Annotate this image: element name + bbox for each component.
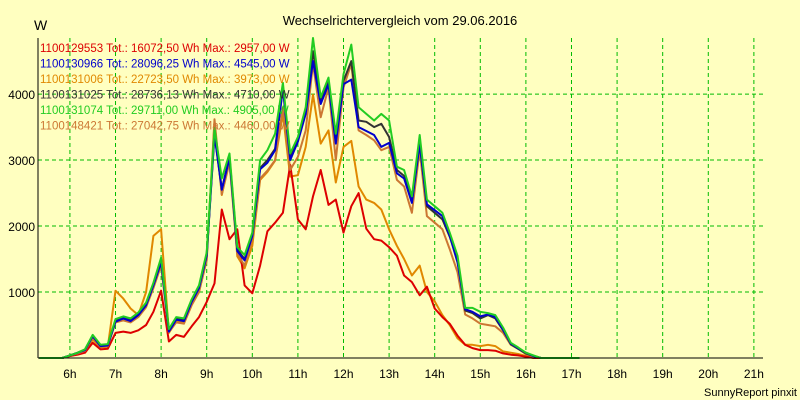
x-tick-label: 18h xyxy=(607,367,627,381)
y-tick-label: 1000 xyxy=(8,286,35,300)
series-line-1100130966 xyxy=(39,60,580,359)
x-tick-label: 14h xyxy=(425,367,445,381)
x-tick-label: 11h xyxy=(288,367,307,381)
legend-entry-1100148421: 1100148421 Tot.: 27042,75 Wh Max.: 4460,… xyxy=(40,121,290,133)
x-tick-label: 19h xyxy=(653,367,673,381)
series-lines xyxy=(39,37,580,359)
x-tick-label: 16h xyxy=(516,367,536,381)
axes: 1000 2000 3000 4000 6h 7h 8h 9h 10h 11h 12h 13h 14h 1… xyxy=(8,38,764,381)
x-tick-label: 21h xyxy=(744,367,764,381)
chart-title: Wechselrichtervergleich vom 29.06.2016 xyxy=(283,13,518,28)
x-tick-label: 17h xyxy=(561,367,581,381)
legend: 1100129553 Tot.: 16072,50 Wh Max.: 2957,… xyxy=(40,43,290,133)
series-line-1100131074 xyxy=(39,37,580,359)
x-tick-label: 8h xyxy=(154,367,167,381)
footer-credit: SunnyReport pinxit xyxy=(704,387,797,399)
y-tick-label: 3000 xyxy=(8,154,35,168)
grid xyxy=(38,38,763,358)
legend-entry-1100131025: 1100131025 Tot.: 28736,13 Wh Max.: 4710,… xyxy=(40,90,290,102)
y-axis-unit-label: W xyxy=(34,17,48,33)
legend-entry-1100131006: 1100131006 Tot.: 22723,50 Wh Max.: 3973,… xyxy=(40,74,290,86)
legend-entry-1100131074: 1100131074 Tot.: 29711,00 Wh Max.: 4905,… xyxy=(40,105,289,117)
series-line-1100131006 xyxy=(39,93,580,359)
legend-entry-1100129553: 1100129553 Tot.: 16072,50 Wh Max.: 2957,… xyxy=(40,43,290,55)
x-tick-label: 12h xyxy=(333,367,353,381)
series-line-1100129553 xyxy=(39,163,580,359)
x-tick-label: 10h xyxy=(242,367,262,381)
legend-entry-1100130966: 1100130966 Tot.: 28096,25 Wh Max.: 4545,… xyxy=(40,59,290,71)
x-tick-label: 15h xyxy=(470,367,490,381)
x-tick-label: 20h xyxy=(698,367,718,381)
y-tick-label: 2000 xyxy=(8,220,35,234)
y-tick-label: 4000 xyxy=(8,88,35,102)
x-tick-label: 13h xyxy=(379,367,399,381)
x-tick-label: 9h xyxy=(200,367,213,381)
x-tick-label: 7h xyxy=(109,367,122,381)
x-tick-label: 6h xyxy=(63,367,76,381)
